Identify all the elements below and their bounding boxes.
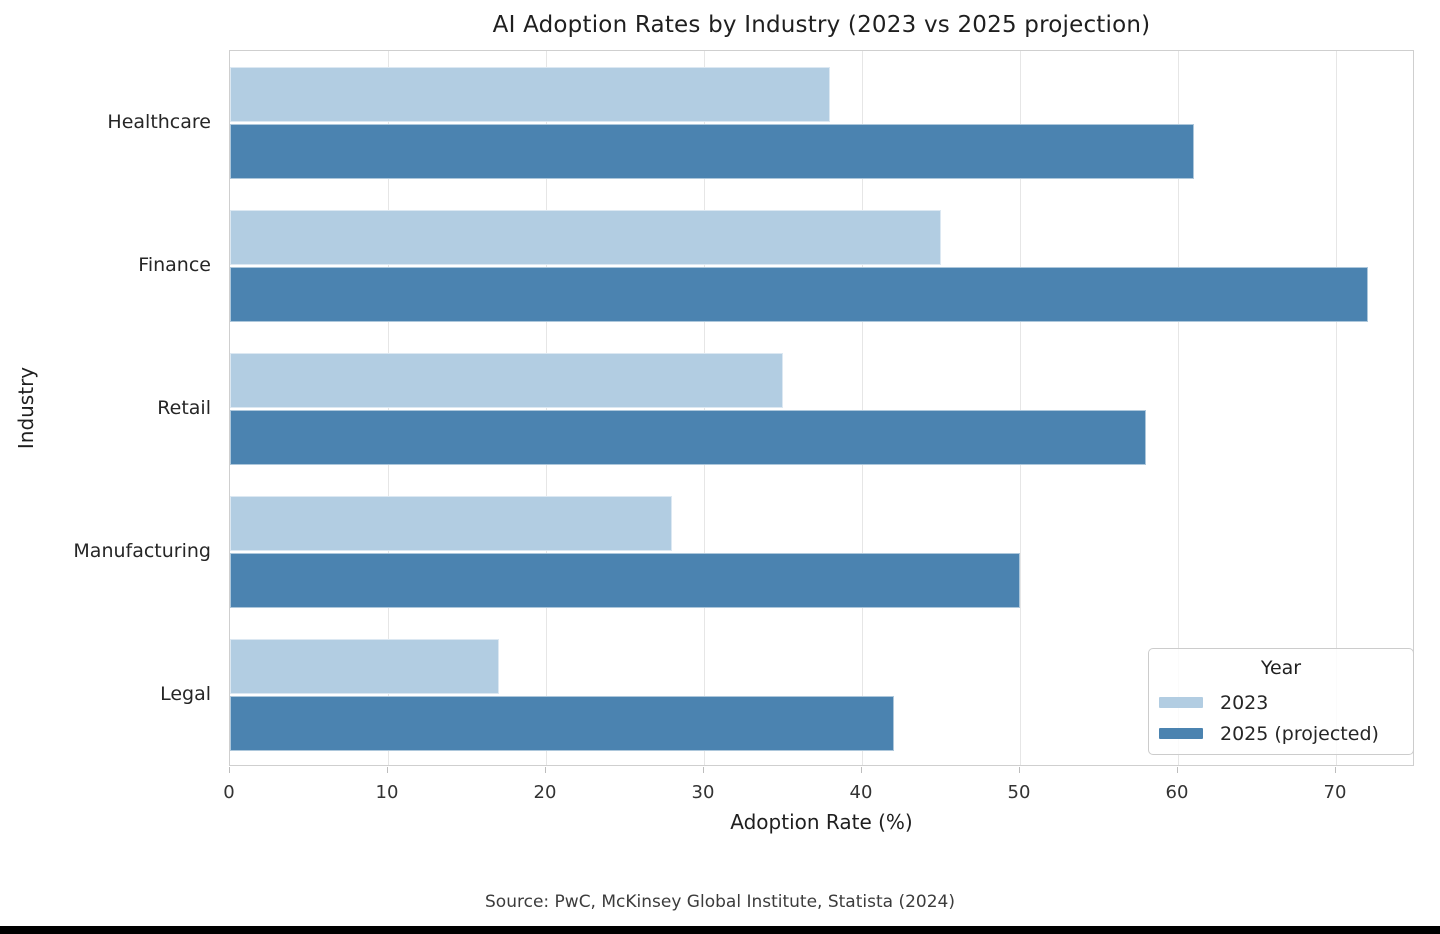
source-note: Source: PwC, McKinsey Global Institute, …: [485, 892, 955, 912]
bar-2025-projected-legal: [230, 696, 894, 751]
x-tick-mark-40: [861, 767, 862, 773]
legend-swatch-2025-projected: [1159, 728, 1203, 739]
gridline-x-20: [546, 51, 547, 765]
x-tick-label-50: 50: [1007, 782, 1031, 803]
gridline-x-30: [704, 51, 705, 765]
x-tick-label-0: 0: [223, 782, 235, 803]
x-tick-mark-0: [229, 767, 230, 773]
gridline-x-70: [1336, 51, 1337, 765]
bottom-black-strip: [0, 926, 1440, 934]
bar-2023-healthcare: [230, 67, 830, 122]
bar-2023-manufacturing: [230, 496, 672, 551]
legend: Year 2023 2025 (projected): [1148, 648, 1414, 755]
bar-2023-retail: [230, 353, 783, 408]
x-tick-mark-50: [1019, 767, 1020, 773]
x-tick-label-10: 10: [375, 782, 399, 803]
x-tick-mark-60: [1177, 767, 1178, 773]
legend-swatch-2023: [1159, 697, 1203, 708]
bar-2025-projected-finance: [230, 267, 1368, 322]
bar-2025-projected-manufacturing: [230, 553, 1020, 608]
x-tick-mark-10: [387, 767, 388, 773]
gridline-x-10: [388, 51, 389, 765]
category-label-finance: Finance: [138, 254, 211, 276]
gridline-x-50: [1020, 51, 1021, 765]
category-label-manufacturing: Manufacturing: [73, 540, 211, 562]
x-tick-mark-20: [545, 767, 546, 773]
legend-label-2023: 2023: [1220, 691, 1269, 714]
x-axis: 0 10 20 30 40 50 60 70: [223, 766, 1414, 816]
legend-rows: 2023 2025 (projected): [1159, 687, 1403, 749]
x-tick-label-60: 60: [1165, 782, 1189, 803]
chart-title: AI Adoption Rates by Industry (2023 vs 2…: [492, 12, 1151, 38]
x-tick-label-70: 70: [1323, 782, 1347, 803]
bar-2023-legal: [230, 639, 499, 694]
gridline-x-60: [1178, 51, 1179, 765]
legend-entry-2025-projected: 2025 (projected): [1159, 718, 1403, 749]
x-axis-label: Adoption Rate (%): [730, 810, 913, 834]
legend-entry-2023: 2023: [1159, 687, 1403, 718]
bar-2023-finance: [230, 210, 941, 265]
x-tick-label-30: 30: [691, 782, 715, 803]
category-label-legal: Legal: [160, 683, 211, 705]
plot-area: [229, 50, 1414, 766]
y-axis-category-labels: Healthcare Finance Retail Manufacturing Lega…: [0, 50, 211, 766]
category-label-healthcare: Healthcare: [107, 111, 211, 133]
category-label-retail: Retail: [157, 397, 211, 419]
legend-label-2025-projected: 2025 (projected): [1220, 722, 1379, 745]
x-tick-label-20: 20: [533, 782, 557, 803]
x-tick-label-40: 40: [849, 782, 873, 803]
legend-title: Year: [1260, 657, 1302, 679]
x-tick-mark-70: [1335, 767, 1336, 773]
bar-2025-projected-healthcare: [230, 124, 1194, 179]
gridline-x-40: [862, 51, 863, 765]
bar-2025-projected-retail: [230, 410, 1146, 465]
x-tick-mark-30: [703, 767, 704, 773]
